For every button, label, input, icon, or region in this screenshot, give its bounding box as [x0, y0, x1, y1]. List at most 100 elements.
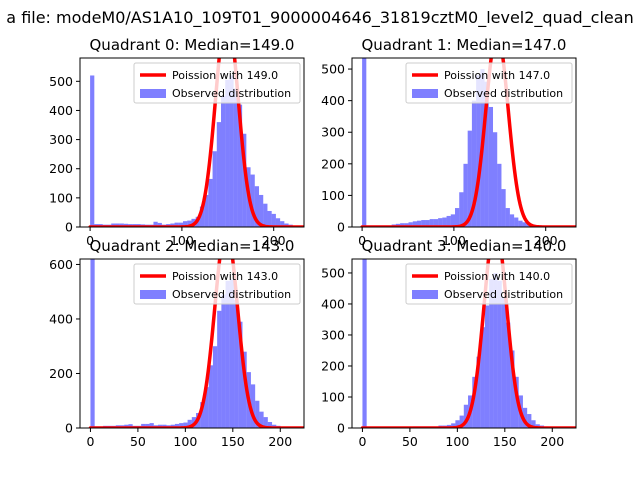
- y-tick-label: 600: [49, 257, 73, 272]
- legend-box: [405, 62, 573, 104]
- histogram-bar: [400, 223, 405, 227]
- x-tick-label: 100: [442, 233, 466, 248]
- y-tick-label: 200: [49, 161, 73, 176]
- subplot-quadrant-2: 0 50 100 150 200 0 200 400 600 Poission with 143.…: [49, 237, 305, 449]
- histogram-bar: [412, 221, 417, 227]
- legend-swatch-observed: [140, 89, 166, 98]
- y-tick-label: 400: [49, 103, 73, 118]
- x-tick-label: 100: [170, 233, 194, 248]
- histogram-bar: [199, 206, 205, 227]
- subplot-quadrant-0: 0 100 200 0 100 200 300 400 500 Poission with 149…: [49, 36, 305, 248]
- histogram-bar: [229, 75, 234, 227]
- legend: Poission with 143.0 Observed distribution: [133, 263, 301, 305]
- histogram-bar: [362, 259, 367, 428]
- histogram-bar: [237, 104, 243, 227]
- y-tick-label: 0: [337, 220, 345, 235]
- y-tick-label: 300: [321, 125, 345, 140]
- legend-label-observed: Observed distribution: [172, 87, 291, 100]
- histogram-bar: [463, 163, 468, 227]
- histogram-bar: [404, 223, 409, 227]
- histogram-bar: [145, 423, 150, 428]
- histogram-bar: [212, 151, 217, 227]
- histogram-bar: [267, 422, 273, 428]
- histogram-bar: [179, 423, 184, 428]
- histogram-bar: [183, 221, 188, 227]
- histogram-bar: [263, 203, 268, 227]
- histogram-bar: [157, 222, 162, 227]
- legend-swatch-observed: [140, 290, 166, 299]
- histogram-bar: [225, 280, 230, 428]
- histogram-bar: [238, 321, 243, 428]
- histogram-bar: [531, 420, 536, 428]
- x-tick-label: 0: [86, 233, 94, 248]
- histogram-bar: [425, 220, 430, 227]
- histogram-bar: [438, 218, 443, 227]
- legend-box: [405, 263, 573, 305]
- histogram-bar: [90, 259, 95, 428]
- x-tick-label: 150: [493, 434, 517, 449]
- histogram-bar: [255, 400, 260, 428]
- y-tick-label: 400: [321, 296, 345, 311]
- histogram-bar: [408, 222, 413, 227]
- x-tick-label: 100: [173, 434, 197, 449]
- histogram-bar: [267, 210, 272, 227]
- histogram-bar: [451, 423, 456, 428]
- histogram-bar: [229, 279, 235, 428]
- histogram-bar: [187, 419, 192, 428]
- subplot-quadrant-1: 0 100 200 0 100 200 300 400 500 Poission with 147…: [321, 36, 577, 248]
- legend-label-poisson: Poission with 140.0: [444, 270, 550, 283]
- y-tick-label: 300: [321, 327, 345, 342]
- histogram-bar: [514, 217, 519, 227]
- figure-suptitle: a file: modeM0/AS1A10_109T01_9000004646_…: [6, 8, 633, 28]
- histogram-bar: [522, 407, 528, 428]
- axes-frame: [79, 57, 305, 228]
- histogram-bar: [221, 95, 226, 227]
- histogram-bar: [271, 213, 276, 227]
- histogram-bar: [263, 417, 268, 428]
- legend-swatch-observed: [412, 290, 438, 299]
- histogram-bar: [442, 217, 447, 227]
- legend-box: [133, 263, 301, 305]
- x-tick-label: 200: [540, 434, 564, 449]
- histogram-bar: [497, 280, 502, 428]
- y-tick-label: 0: [337, 421, 345, 436]
- legend-swatch-observed: [412, 89, 438, 98]
- subplot-title: Quadrant 3: Median=140.0: [362, 237, 567, 255]
- histogram-bar: [497, 163, 502, 227]
- x-tick-label: 150: [221, 434, 245, 449]
- histogram-bar: [506, 322, 511, 428]
- x-tick-label: 0: [358, 233, 366, 248]
- x-tick-label: 100: [445, 434, 469, 449]
- histogram-bar: [128, 424, 133, 428]
- histogram-bar: [217, 310, 222, 428]
- histogram-bar: [484, 305, 490, 428]
- histogram-bar: [527, 414, 532, 428]
- histogram-bar: [480, 327, 485, 428]
- y-tick-label: 400: [49, 311, 73, 326]
- legend-label-observed: Observed distribution: [444, 288, 563, 301]
- histogram-bar: [488, 106, 494, 227]
- y-tick-label: 0: [65, 220, 73, 235]
- histogram-bar: [489, 279, 494, 428]
- legend: Poission with 140.0 Observed distribution: [405, 263, 573, 305]
- histogram-bar: [242, 351, 247, 428]
- histogram-bar: [433, 219, 439, 227]
- x-tick-label: 50: [130, 434, 146, 449]
- histogram-bar: [518, 220, 523, 227]
- y-tick-label: 500: [321, 62, 345, 77]
- histogram-bar: [471, 100, 477, 227]
- histogram-bar: [501, 189, 506, 227]
- histogram-bar: [90, 75, 95, 227]
- histogram-bar: [178, 222, 184, 227]
- legend-label-poisson: Poission with 143.0: [172, 270, 278, 283]
- legend: Poission with 147.0 Observed distribution: [405, 62, 573, 104]
- histogram-bar: [280, 221, 285, 227]
- y-tick-label: 100: [321, 389, 345, 404]
- axes-frame: [351, 258, 577, 429]
- subplot-title: Quadrant 1: Median=147.0: [362, 36, 567, 54]
- histogram-bar: [493, 132, 498, 227]
- histogram-bar: [275, 218, 281, 227]
- histogram-bar: [455, 208, 460, 227]
- histogram-bar: [476, 75, 481, 227]
